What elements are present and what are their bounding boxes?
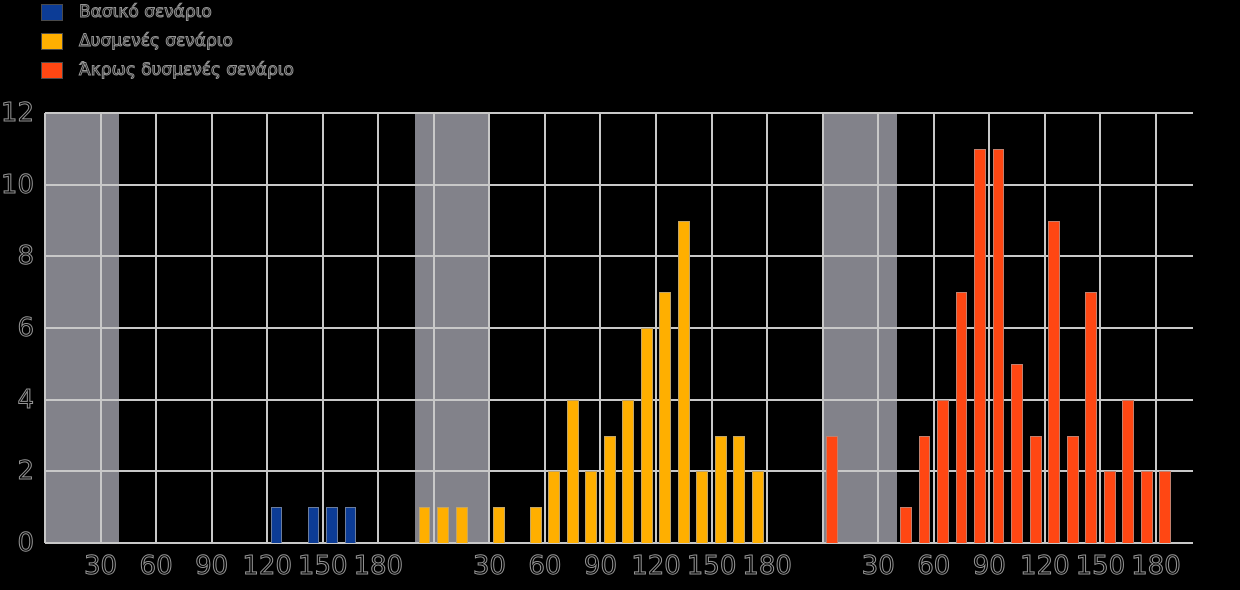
histogram-bar	[1122, 399, 1135, 543]
x-tick-label: 90	[972, 551, 1006, 582]
gridline-horizontal	[45, 183, 1193, 186]
x-tick-label: 60	[139, 551, 173, 582]
histogram-bar	[437, 507, 449, 543]
histogram-bar	[1066, 435, 1079, 543]
histogram-bar	[640, 328, 653, 543]
x-tick-label: 180	[1131, 551, 1182, 582]
histogram-bar	[992, 148, 1005, 543]
x-tick-label: 30	[84, 551, 118, 582]
x-tick-label: 150	[297, 551, 348, 582]
gridline-horizontal	[45, 112, 1193, 114]
y-tick-label: 4	[17, 384, 35, 415]
histogram-bar	[1029, 435, 1042, 543]
y-tick-label: 2	[17, 456, 35, 487]
legend-item: Άκρως δυσμενές σενάριο	[41, 60, 295, 80]
y-tick-label: 8	[17, 241, 35, 272]
y-tick-label: 12	[0, 98, 34, 129]
x-tick-label: 30	[861, 551, 895, 582]
histogram-bar	[751, 471, 764, 543]
histogram-bar	[548, 471, 561, 543]
legend-label: Δυσμενές σενάριο	[79, 31, 234, 51]
gridline-horizontal	[45, 327, 1193, 329]
legend-label: Άκρως δυσμενές σενάριο	[79, 60, 295, 80]
gridline-horizontal	[45, 542, 1193, 544]
legend-swatch	[41, 62, 63, 79]
x-tick-label: 60	[917, 551, 951, 582]
gridline-horizontal	[45, 398, 1193, 401]
histogram-bar	[344, 507, 357, 543]
x-tick-label: 120	[242, 551, 293, 582]
y-tick-label: 6	[17, 313, 35, 344]
histogram-bar	[1011, 363, 1023, 543]
histogram-bar	[826, 435, 838, 543]
histogram-bar	[326, 507, 338, 543]
x-tick-label: 150	[1075, 551, 1126, 582]
legend-item: Δυσμενές σενάριο	[41, 31, 294, 51]
histogram-bar	[937, 399, 949, 543]
histogram-bar	[603, 435, 616, 543]
histogram-bar	[955, 292, 968, 543]
histogram-bar	[1140, 471, 1153, 543]
histogram-bar	[900, 507, 912, 543]
y-tick-label: 0	[17, 528, 35, 559]
x-tick-label: 90	[195, 551, 229, 582]
histogram-bar	[585, 471, 598, 543]
legend-label: Βασικό σενάριο	[79, 2, 213, 22]
legend-swatch	[41, 4, 63, 21]
legend-swatch	[41, 33, 63, 50]
histogram-bar	[1103, 471, 1116, 543]
histogram-bar	[733, 435, 746, 543]
histogram-bar	[1048, 220, 1061, 543]
histogram-bar	[418, 507, 431, 543]
histogram-bar	[492, 507, 505, 543]
histogram-bar	[270, 507, 283, 543]
x-tick-label: 150	[686, 551, 737, 582]
histogram-bar	[307, 507, 320, 543]
histogram-bar	[714, 435, 727, 543]
histogram-bar	[974, 148, 986, 543]
histogram-bar	[566, 399, 579, 543]
legend-item: Βασικό σενάριο	[41, 2, 294, 22]
gridline-horizontal	[45, 470, 1193, 473]
histogram-bar	[659, 292, 672, 543]
x-tick-label: 90	[583, 551, 618, 582]
legend: Βασικό σενάριο Δυσμενές σενάριο Άκρως δυ…	[41, 2, 295, 80]
histogram-bar	[1159, 471, 1172, 543]
x-tick-label: 120	[631, 551, 682, 582]
histogram-bar	[1085, 292, 1098, 543]
x-tick-label: 120	[1020, 551, 1071, 582]
histogram-bar	[677, 220, 690, 543]
gridline-horizontal	[45, 255, 1193, 258]
histogram-bar	[455, 507, 468, 543]
x-tick-label: 30	[472, 551, 506, 582]
x-tick-label: 60	[528, 551, 562, 582]
plot-area	[44, 112, 1193, 544]
y-tick-label: 10	[0, 169, 34, 200]
x-tick-label: 180	[353, 551, 404, 582]
histogram-bar	[622, 399, 635, 543]
histogram-bar	[529, 507, 542, 543]
x-tick-label: 180	[742, 551, 793, 582]
histogram-bar	[918, 435, 931, 543]
histogram-bar	[696, 471, 709, 543]
